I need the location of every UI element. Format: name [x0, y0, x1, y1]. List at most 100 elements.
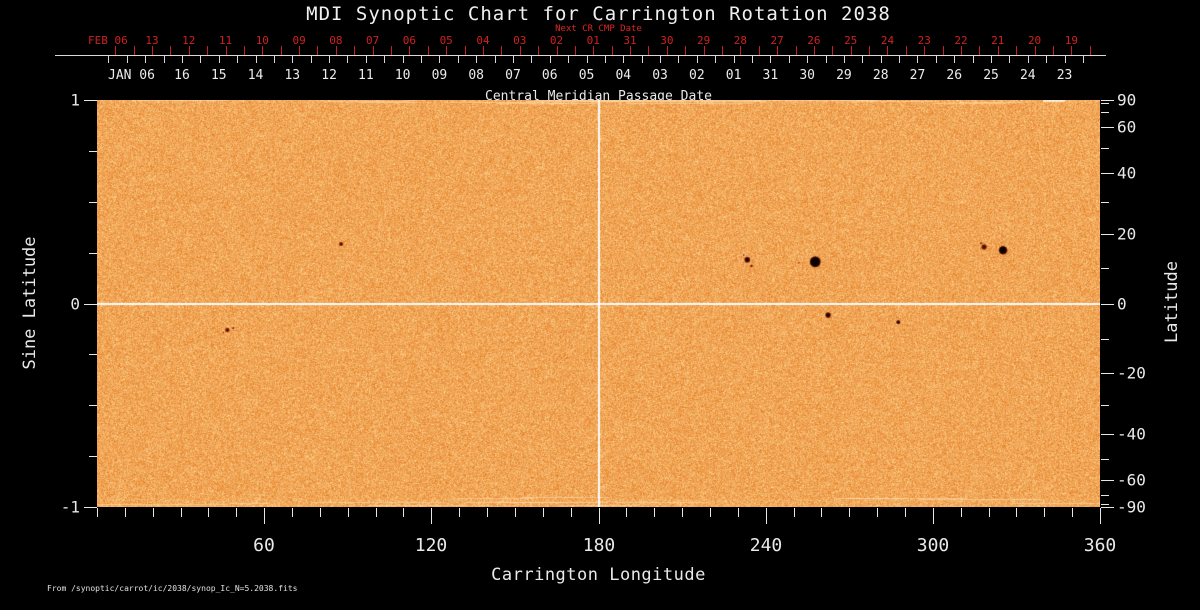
longitude-tick	[1016, 508, 1017, 517]
longitude-tick	[1100, 508, 1101, 524]
feb-axis-tick	[244, 46, 245, 55]
latitude-tick	[1101, 373, 1114, 374]
cmp-axis-line	[55, 55, 1106, 56]
jan-axis-tick	[862, 56, 863, 63]
jan-axis-tick	[439, 56, 440, 63]
jan-axis-tick	[605, 56, 606, 63]
feb-axis-tick	[152, 46, 153, 55]
latitude-tick	[1101, 112, 1109, 113]
feb-axis-tick	[391, 46, 392, 55]
feb-day-label: 24	[880, 34, 895, 47]
longitude-tick	[794, 508, 795, 517]
jan-axis-tick	[973, 56, 974, 63]
jan-axis-tick	[917, 56, 918, 63]
longitude-tick-label: 180	[582, 535, 616, 556]
longitude-tick	[766, 508, 767, 524]
jan-axis-tick	[789, 56, 790, 63]
jan-axis-tick	[274, 56, 275, 63]
jan-axis-tick	[476, 56, 477, 63]
jan-axis-tick	[200, 56, 201, 63]
longitude-tick	[989, 508, 990, 517]
jan-day-label: 25	[983, 68, 999, 83]
feb-axis-tick	[446, 46, 447, 55]
latitude-tick	[1101, 480, 1114, 481]
longitude-tick	[264, 508, 265, 524]
feb-day-label: 20	[1027, 34, 1042, 47]
longitude-tick	[821, 508, 822, 517]
feb-axis-tick	[869, 46, 870, 55]
feb-axis-tick	[667, 46, 668, 55]
feb-axis-tick	[1071, 46, 1072, 55]
jan-axis-tick	[329, 56, 330, 63]
feb-day-label: 31	[623, 34, 637, 47]
feb-day-label: 03	[513, 34, 527, 47]
latitude-tick-label: 40	[1117, 163, 1137, 183]
latitude-tick	[1101, 459, 1109, 460]
longitude-tick	[877, 508, 878, 517]
jan-axis-tick	[954, 56, 955, 63]
jan-axis-tick	[550, 56, 551, 63]
feb-axis-tick	[336, 46, 337, 55]
longitude-tick	[348, 508, 349, 517]
latitude-tick-label: -60	[1117, 470, 1146, 490]
jan-axis-tick	[642, 56, 643, 63]
feb-day-label: 19	[1064, 34, 1078, 47]
jan-axis-tick	[219, 56, 220, 63]
feb-axis-tick	[759, 46, 760, 55]
feb-axis-tick	[317, 46, 318, 55]
chart-title: MDI Synoptic Chart for Carrington Rotati…	[306, 3, 891, 25]
jan-axis-tick	[127, 56, 128, 63]
latitude-tick	[1101, 173, 1114, 174]
longitude-axis-title: Carrington Longitude	[491, 565, 706, 585]
latitude-tick	[1101, 495, 1109, 496]
feb-axis-tick	[832, 46, 833, 55]
sine-latitude-tick	[89, 405, 97, 406]
jan-axis-tick	[495, 56, 496, 63]
jan-axis-tick	[256, 56, 257, 63]
jan-axis-tick	[697, 56, 698, 63]
feb-axis-tick	[740, 46, 741, 55]
sine-latitude-tick	[84, 100, 97, 101]
feb-axis-tick	[961, 46, 962, 55]
jan-axis-tick	[1065, 56, 1066, 63]
latitude-tick-label: 0	[1117, 294, 1127, 314]
feb-axis-tick	[722, 46, 723, 55]
longitude-tick-label: 120	[414, 535, 448, 556]
feb-axis-tick	[207, 46, 208, 55]
feb-day-label: 22	[954, 34, 968, 47]
feb-axis-tick	[593, 46, 594, 55]
jan-day-label: 15	[210, 68, 227, 83]
sine-latitude-tick	[89, 456, 97, 457]
jan-axis-tick	[734, 56, 735, 63]
jan-day-label: 28	[872, 68, 889, 83]
jan-day-label: 09	[431, 68, 448, 83]
feb-axis-tick	[354, 46, 355, 55]
jan-axis-tick	[660, 56, 661, 63]
jan-month-label: JAN 06	[108, 68, 155, 83]
jan-axis-tick	[991, 56, 992, 63]
jan-axis-tick	[421, 56, 422, 63]
feb-axis-tick	[704, 46, 705, 55]
feb-day-label: 10	[255, 34, 269, 47]
sine-latitude-tick	[89, 151, 97, 152]
latitude-tick	[1101, 434, 1114, 435]
feb-axis-tick	[1016, 46, 1017, 55]
jan-axis-tick	[182, 56, 183, 63]
latitude-tick	[1101, 304, 1114, 305]
jan-axis-tick	[458, 56, 459, 63]
feb-day-label: 07	[366, 34, 380, 47]
latitude-tick	[1101, 507, 1114, 508]
feb-axis-tick	[226, 46, 227, 55]
feb-axis-tick	[612, 46, 613, 55]
longitude-tick	[125, 508, 126, 517]
latitude-tick	[1101, 504, 1109, 505]
jan-axis-tick	[145, 56, 146, 63]
jan-axis-tick	[587, 56, 588, 63]
jan-axis-tick	[881, 56, 882, 63]
jan-axis-tick	[292, 56, 293, 63]
longitude-tick	[292, 508, 293, 517]
longitude-tick	[153, 508, 154, 517]
jan-axis-tick	[403, 56, 404, 63]
sine-latitude-tick-label: -1	[60, 497, 80, 517]
